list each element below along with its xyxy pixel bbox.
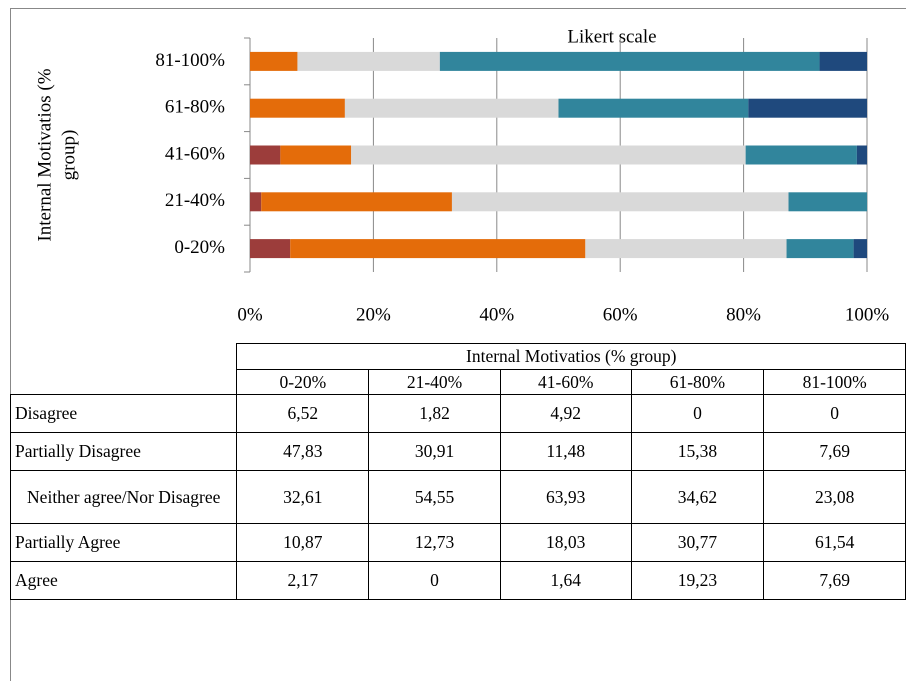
x-tick-label: 0% <box>237 304 263 325</box>
row-header: Disagree <box>9 394 238 433</box>
table-cell: 6,52 <box>236 394 370 433</box>
y-tick-label: 81-100% <box>155 50 225 71</box>
table-cell: 54,55 <box>368 470 501 524</box>
table-cell: 34,62 <box>630 470 765 524</box>
table-row: Partially Disagree 47,83 30,91 11,48 15,38 7,… <box>9 432 906 471</box>
bar-segment <box>853 239 867 259</box>
y-tick-label: 21-40% <box>165 190 225 211</box>
column-header: 41-60% <box>499 369 632 395</box>
bar-segment <box>788 192 868 212</box>
frame <box>10 8 906 681</box>
column-header: 0-20% <box>236 369 370 395</box>
bar-segment <box>250 51 298 71</box>
table-cell: 7,69 <box>763 432 906 471</box>
table-cell: 32,61 <box>236 470 370 524</box>
y-tick-label: 61-80% <box>165 97 225 118</box>
table-cell: 30,91 <box>368 432 501 471</box>
bar-segment <box>451 192 789 212</box>
bar-segment <box>748 98 867 118</box>
table-cell: 15,38 <box>630 432 765 471</box>
x-tick-label: 40% <box>479 304 514 325</box>
table-row: Agree 2,17 0 1,64 19,23 7,69 <box>9 561 906 600</box>
bar-segment <box>250 239 291 259</box>
table-cell: 0 <box>763 394 906 433</box>
bar-segment <box>351 145 746 165</box>
table-cell: 12,73 <box>368 523 501 562</box>
column-header: 81-100% <box>763 369 906 395</box>
y-tick-label: 41-60% <box>165 143 225 164</box>
column-header: 61-80% <box>630 369 765 395</box>
blank-cell <box>11 344 237 370</box>
table-cell: 1,82 <box>368 394 501 433</box>
table-row: 0-20% 21-40% 41-60% 61-80% 81-100% <box>11 369 906 395</box>
table-cell: 63,93 <box>499 470 632 524</box>
bar-segment <box>585 239 787 259</box>
table-row: Neither agree/Nor Disagree 32,61 54,55 63,9… <box>9 470 906 524</box>
y-tick-label: 0-20% <box>174 237 225 258</box>
table-cell: 1,64 <box>499 561 632 600</box>
row-header: Agree <box>9 561 238 600</box>
bar-segment <box>344 98 559 118</box>
table-row: Partially Agree 10,87 12,73 18,03 30,77 61,54 <box>9 523 906 562</box>
bar-segment <box>439 51 820 71</box>
table-cell: 47,83 <box>236 432 370 471</box>
bar-segment <box>261 192 452 212</box>
bar-segment <box>250 192 262 212</box>
bar-segment <box>856 145 867 165</box>
table-body: Internal Motivatios (% group) 0-20% 21-40%… <box>9 343 906 600</box>
bar-segment <box>558 98 749 118</box>
x-tick-label: 20% <box>356 304 391 325</box>
chart-title: Likert scale <box>567 26 656 47</box>
table-row: Disagree 6,52 1,82 4,92 0 0 <box>9 394 906 433</box>
table-cell: 19,23 <box>630 561 765 600</box>
table-cell: 11,48 <box>499 432 632 471</box>
table-cell: 30,77 <box>630 523 765 562</box>
table-cell: 0 <box>630 394 765 433</box>
table-cell: 7,69 <box>763 561 906 600</box>
bar-segment <box>819 51 867 71</box>
x-tick-label: 60% <box>603 304 638 325</box>
x-tick-label: 80% <box>726 304 761 325</box>
y-axis-title: Internal Motivatios (% group) <box>34 68 80 242</box>
table-cell: 4,92 <box>499 394 632 433</box>
bar-segment <box>290 239 586 259</box>
data-table: Internal Motivatios (% group) 0-20% 21-40%… <box>9 343 906 600</box>
bar-segment <box>297 51 440 71</box>
bar-segment <box>250 98 345 118</box>
table-cell: 23,08 <box>763 470 906 524</box>
table-cell: 10,87 <box>236 523 370 562</box>
row-header: Neither agree/Nor Disagree <box>9 470 238 524</box>
blank-cell <box>11 370 237 395</box>
table-row: Internal Motivatios (% group) <box>11 343 906 370</box>
table-cell: 2,17 <box>236 561 370 600</box>
row-header: Partially Agree <box>9 523 238 562</box>
column-header: 21-40% <box>368 369 501 395</box>
row-header: Partially Disagree <box>9 432 238 471</box>
bar-segment <box>745 145 857 165</box>
x-tick-label: 100% <box>845 304 890 325</box>
table-cell: 0 <box>368 561 501 600</box>
table-cell: 18,03 <box>499 523 632 562</box>
table-cell: 61,54 <box>763 523 906 562</box>
bar-segment <box>280 145 352 165</box>
bar-segment <box>250 145 281 165</box>
bar-segment <box>786 239 854 259</box>
table-header: Internal Motivatios (% group) <box>236 343 906 370</box>
